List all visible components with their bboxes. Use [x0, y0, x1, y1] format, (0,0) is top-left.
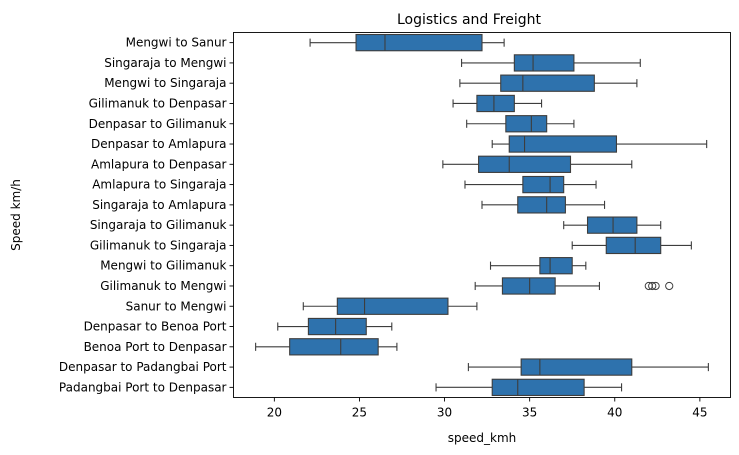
box-iqr — [289, 338, 379, 356]
box-group — [563, 216, 662, 234]
y-tick-label: Padangbai Port to Denpasar — [59, 380, 227, 394]
box-group — [481, 196, 606, 214]
box-group — [571, 236, 692, 255]
box-iqr — [520, 358, 633, 376]
box-iqr — [517, 196, 566, 214]
box-iqr — [336, 297, 449, 315]
y-tick-label: Sanur to Mengwi — [126, 299, 227, 313]
y-tick-label: Amlapura to Singaraja — [92, 178, 226, 192]
x-tick-label: 35 — [522, 406, 537, 420]
box-group — [255, 338, 398, 356]
y-tick-label: Singaraja to Amlapura — [92, 198, 226, 212]
outlier-point — [651, 281, 660, 291]
box-iqr — [307, 317, 367, 336]
y-axis-label: Speed km/h — [9, 179, 23, 251]
x-tick-label: 30 — [437, 406, 452, 420]
box-group — [489, 257, 587, 275]
y-tick-label: Singaraja to Gilimanuk — [90, 218, 227, 232]
box-iqr — [513, 54, 575, 72]
y-tick-label: Denpasar to Gilimanuk — [89, 117, 227, 131]
box-iqr — [508, 135, 618, 153]
chart-title: Logistics and Freight — [397, 12, 542, 28]
outlier-point — [665, 281, 674, 291]
plot-frame — [233, 32, 731, 398]
box-group — [442, 155, 633, 173]
box-iqr — [355, 33, 483, 52]
box-group — [467, 358, 709, 376]
box-iqr — [476, 94, 515, 113]
y-tick-label: Denpasar to Amlapura — [91, 137, 227, 151]
box-iqr — [605, 236, 662, 255]
box-group — [309, 33, 505, 52]
y-tick-label: Benoa Port to Denpasar — [84, 340, 227, 354]
box-iqr — [501, 277, 556, 295]
x-tick-label: 45 — [692, 406, 707, 420]
x-tick-label: 40 — [607, 406, 622, 420]
box-group — [435, 378, 623, 397]
y-tick-label: Gilimanuk to Singaraja — [90, 238, 227, 252]
box-iqr — [522, 175, 565, 194]
box-group — [302, 297, 478, 315]
box-group — [459, 74, 638, 92]
y-axis-ticks: Mengwi to Sanur Singaraja to Mengwi Mengwi… — [59, 36, 234, 394]
box-iqr — [478, 155, 572, 173]
y-tick-label: Denpasar to Benoa Port — [84, 320, 227, 334]
box-group — [277, 317, 393, 336]
y-tick-label: Denpasar to Padangbai Port — [59, 360, 227, 374]
box-group — [464, 175, 597, 194]
y-tick-label: Mengwi to Sanur — [126, 36, 227, 50]
box-group — [461, 54, 641, 72]
x-axis-ticks: 20 25 30 35 40 45 — [267, 397, 708, 420]
y-tick-label: Singaraja to Mengwi — [104, 56, 226, 70]
outlier-point — [648, 281, 657, 291]
boxes-layer — [255, 33, 709, 397]
y-tick-label: Amlapura to Denpasar — [91, 157, 227, 171]
box-iqr — [491, 378, 585, 397]
box-group — [491, 135, 708, 153]
box-iqr — [500, 74, 595, 92]
box-group — [466, 115, 575, 133]
x-tick-label: 25 — [352, 406, 367, 420]
box-group — [452, 94, 543, 113]
box-iqr — [539, 257, 573, 275]
y-tick-label: Mengwi to Singaraja — [104, 76, 226, 90]
box-iqr — [586, 216, 638, 234]
box-iqr — [505, 115, 548, 133]
y-tick-label: Gilimanuk to Denpasar — [89, 96, 227, 110]
x-axis-label: speed_kmh — [448, 431, 517, 445]
y-tick-label: Mengwi to Gilimanuk — [100, 259, 226, 273]
x-tick-label: 20 — [267, 406, 282, 420]
box-group — [474, 277, 674, 295]
y-tick-label: Gilimanuk to Mengwi — [100, 279, 226, 293]
